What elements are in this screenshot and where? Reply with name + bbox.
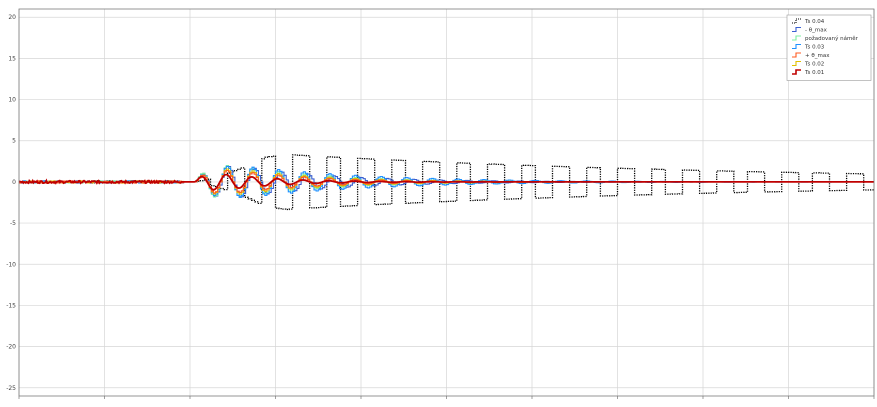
- y-tick-label: 0: [12, 179, 16, 186]
- x-ticks: [18, 396, 875, 399]
- y-tick-label: -5: [10, 220, 16, 227]
- legend-swatch: [792, 35, 801, 41]
- legend-label: požadovaný náměr: [805, 35, 859, 42]
- y-tick-label: 20: [8, 14, 16, 21]
- legend-swatch: [792, 26, 801, 33]
- legend-label: Ts 0.02: [804, 62, 824, 68]
- y-ticks: -25 -20 -15 -10 -5 0 5 10 15 20: [6, 14, 16, 392]
- y-tick-label: -20: [6, 344, 16, 351]
- y-tick-label: -10: [6, 261, 16, 268]
- y-tick-label: 5: [12, 138, 16, 145]
- legend-label: Ts 0.03: [804, 45, 825, 51]
- legend-label: + θ_max: [805, 53, 830, 59]
- legend-swatch: [792, 52, 801, 58]
- series-group: [18, 154, 875, 211]
- series-line-0: [19, 154, 875, 211]
- y-tick-label: 10: [8, 97, 16, 104]
- y-tick-label: -25: [6, 385, 16, 392]
- legend-swatch: [792, 43, 801, 50]
- y-tick-label: -15: [6, 302, 16, 309]
- grid: [18, 9, 875, 396]
- legend-swatch: [792, 69, 801, 75]
- y-tick-label: 15: [8, 55, 16, 62]
- legend-label: Ts 0.04: [804, 19, 825, 25]
- legend-label: Ts 0.01: [804, 70, 824, 76]
- plot-frame: [18, 8, 875, 397]
- legend-label: - θ_max: [805, 28, 828, 34]
- series-line-6: [18, 173, 874, 191]
- legend-swatch: [792, 60, 801, 67]
- legend-swatch: [792, 18, 801, 24]
